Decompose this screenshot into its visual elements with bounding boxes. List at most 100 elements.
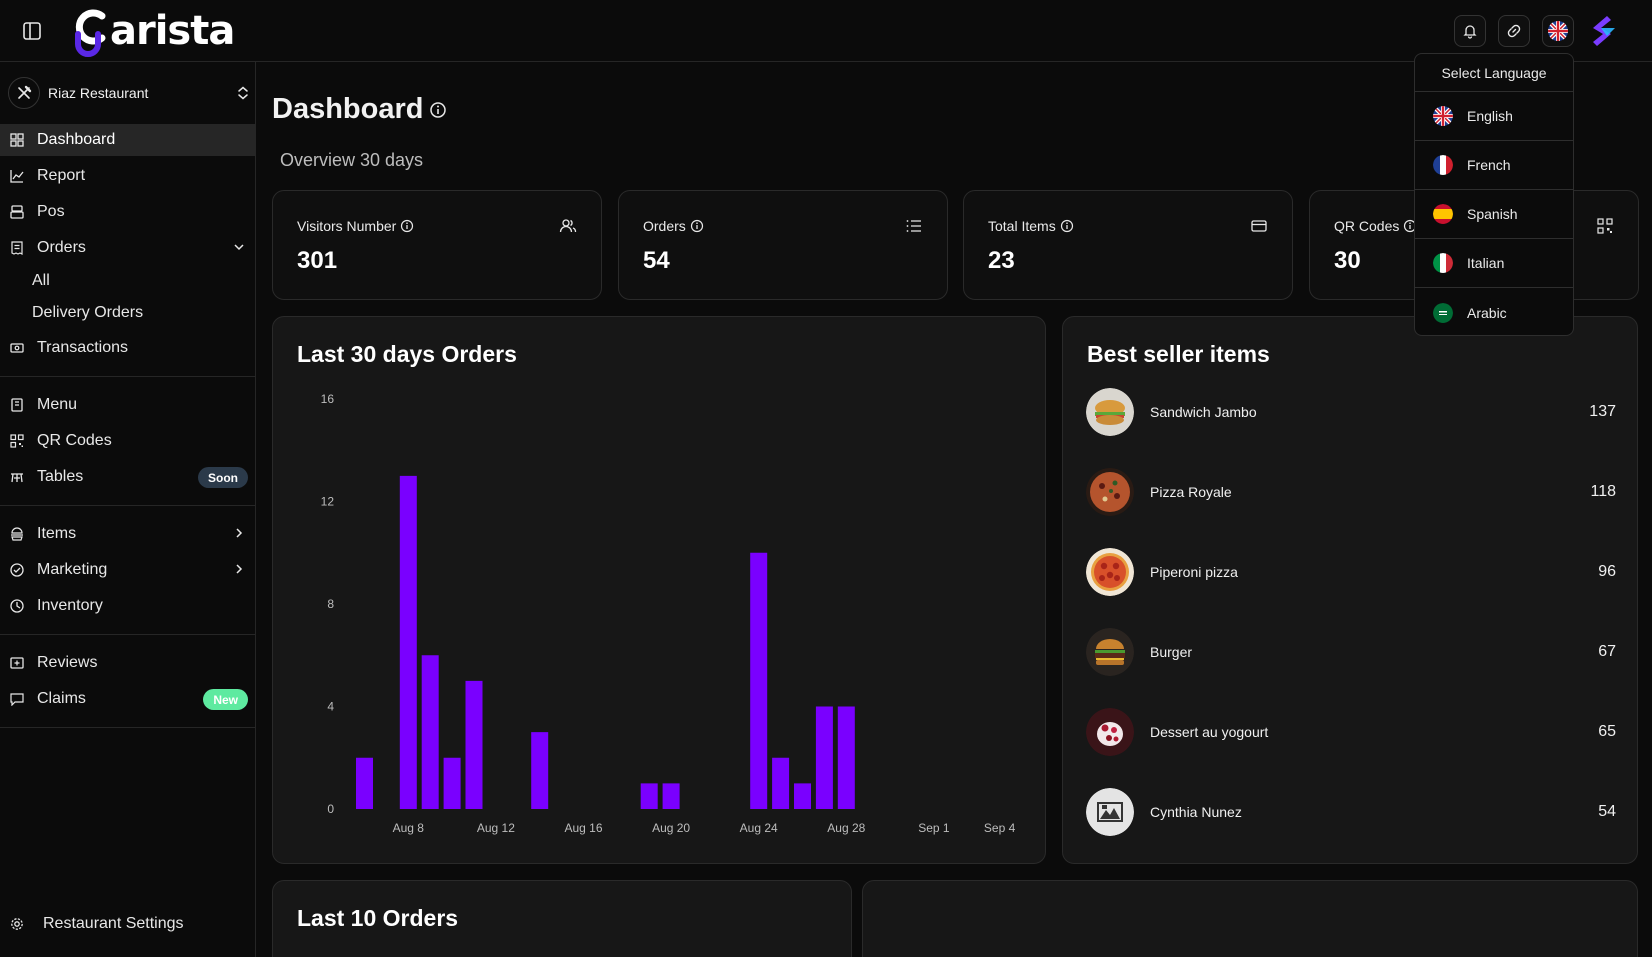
sidebar-toggle-icon[interactable] xyxy=(18,17,46,45)
bar-aug-10[interactable] xyxy=(443,757,461,809)
sidebar-item-inventory[interactable]: Inventory xyxy=(0,590,256,622)
uk-flag-icon xyxy=(1433,106,1453,126)
logo[interactable]: arista xyxy=(72,4,235,58)
list-item[interactable]: Piperoni pizza 96 xyxy=(1086,547,1616,597)
sidebar-item-label: Menu xyxy=(37,396,78,413)
sidebar-item-tables[interactable]: Tables Soon xyxy=(0,461,256,493)
language-option-french[interactable]: French xyxy=(1415,141,1573,190)
table-icon xyxy=(9,469,25,485)
chevron-right-icon[interactable] xyxy=(232,526,246,545)
list-item[interactable]: Cynthia Nunez 54 xyxy=(1086,787,1616,837)
sidebar-subitem-delivery-orders[interactable]: Delivery Orders xyxy=(32,304,144,321)
bar-aug-20[interactable] xyxy=(662,783,680,809)
y-tick-label: 8 xyxy=(327,597,334,611)
stat-label: Orders xyxy=(643,218,686,234)
chart-line-icon xyxy=(9,168,25,184)
language-label: English xyxy=(1467,108,1513,124)
utensils-icon xyxy=(8,77,40,109)
list-item[interactable]: Burger 67 xyxy=(1086,627,1616,677)
sidebar-item-label: Tables xyxy=(37,468,84,485)
new-badge: New xyxy=(203,689,248,710)
restaurant-name: Riaz Restaurant xyxy=(48,85,149,101)
sidebar-item-marketing[interactable]: Marketing xyxy=(0,554,256,586)
stat-value: 301 xyxy=(297,247,338,274)
list-item[interactable]: Dessert au yogourt 65 xyxy=(1086,707,1616,757)
restaurant-switcher[interactable]: Riaz Restaurant xyxy=(8,74,250,112)
bar-aug-26[interactable] xyxy=(794,783,811,809)
sidebar-item-items[interactable]: Items xyxy=(0,518,256,550)
chevron-updown-icon xyxy=(238,86,248,100)
sidebar-item-label: Marketing xyxy=(37,561,108,578)
info-icon[interactable] xyxy=(400,219,414,233)
brand-logo-icon xyxy=(1593,16,1615,46)
bar-aug-9[interactable] xyxy=(421,655,439,809)
language-dropdown: Select Language English French Spanish I… xyxy=(1414,53,1574,336)
language-button[interactable] xyxy=(1542,15,1574,47)
link-button[interactable] xyxy=(1498,15,1530,47)
stat-label: Visitors Number xyxy=(297,218,397,234)
gear-icon xyxy=(9,916,25,932)
language-option-english[interactable]: English xyxy=(1415,92,1573,141)
sidebar-item-menu[interactable]: Menu xyxy=(0,389,256,421)
best-seller-panel: Best seller items Sandwich Jambo 137 Piz… xyxy=(1062,316,1638,864)
best-seller-title: Best seller items xyxy=(1087,341,1270,367)
secondary-panel xyxy=(862,880,1638,957)
sidebar-item-label: Transactions xyxy=(37,339,128,356)
sidebar-item-transactions[interactable]: Transactions xyxy=(0,332,256,364)
stat-label: Total Items xyxy=(988,218,1056,234)
bar-aug-8[interactable] xyxy=(399,475,417,809)
list-item[interactable]: Pizza Royale 118 xyxy=(1086,467,1616,517)
sidebar-item-label: Reviews xyxy=(37,654,98,671)
sidebar-item-qr-codes[interactable]: QR Codes xyxy=(0,425,256,457)
language-option-spanish[interactable]: Spanish xyxy=(1415,190,1573,239)
sidebar-item-report[interactable]: Report xyxy=(0,160,256,192)
items-icon xyxy=(9,526,25,542)
sidebar-item-label: Pos xyxy=(37,203,65,220)
bar-aug-24[interactable] xyxy=(750,552,768,809)
list-item[interactable]: Sandwich Jambo 137 xyxy=(1086,387,1616,437)
language-option-arabic[interactable]: Arabic xyxy=(1415,288,1573,335)
bar-aug-25[interactable] xyxy=(772,757,790,809)
language-option-italian[interactable]: Italian xyxy=(1415,239,1573,288)
chevron-right-icon[interactable] xyxy=(232,562,246,581)
sidebar-divider xyxy=(0,634,256,635)
bar-aug-28[interactable] xyxy=(837,706,855,810)
italy-flag-icon xyxy=(1433,253,1453,273)
orders-bar-chart: 0 4 8 12 16 Aug 8 Aug 12 Aug 16 Aug 20 Aug 24 Aug … xyxy=(321,392,1016,835)
bar-aug-27[interactable] xyxy=(815,706,833,810)
bar-aug-14[interactable] xyxy=(531,732,549,809)
restaurant-settings-button[interactable]: Restaurant Settings xyxy=(9,911,184,937)
sidebar-item-label: QR Codes xyxy=(37,432,112,449)
settings-label: Restaurant Settings xyxy=(43,915,184,932)
chevron-down-icon[interactable] xyxy=(232,240,246,259)
info-icon[interactable] xyxy=(1060,219,1074,233)
language-label: French xyxy=(1467,157,1511,173)
x-tick-label: Aug 24 xyxy=(740,821,778,835)
user-avatar[interactable] xyxy=(1586,13,1622,49)
sidebar-item-orders[interactable]: Orders xyxy=(0,232,256,264)
stat-card-orders: Orders 54 xyxy=(618,190,948,300)
notification-button[interactable] xyxy=(1454,15,1486,47)
bar-aug-11[interactable] xyxy=(465,680,483,809)
bell-icon xyxy=(1463,25,1477,39)
sidebar-item-reviews[interactable]: Reviews xyxy=(0,647,256,679)
sidebar-item-dashboard[interactable]: Dashboard xyxy=(0,124,256,156)
sidebar-item-pos[interactable]: Pos xyxy=(0,196,256,228)
qr-icon xyxy=(9,433,25,449)
top-bar: arista xyxy=(0,0,1652,62)
info-icon[interactable] xyxy=(429,101,447,119)
sidebar-item-claims[interactable]: Claims New xyxy=(0,683,256,715)
item-name: Pizza Royale xyxy=(1150,484,1232,500)
stat-label: QR Codes xyxy=(1334,218,1400,234)
bar-aug-6[interactable] xyxy=(356,757,373,809)
language-label: Spanish xyxy=(1467,206,1518,222)
bar-aug-19[interactable] xyxy=(640,783,658,809)
x-tick-label: Aug 8 xyxy=(393,821,425,835)
y-tick-label: 12 xyxy=(321,495,335,509)
sidebar-subitem-all[interactable]: All xyxy=(32,272,50,289)
item-name: Piperoni pizza xyxy=(1150,564,1238,580)
qr-icon xyxy=(1597,218,1613,234)
stat-value: 54 xyxy=(643,247,670,274)
info-icon[interactable] xyxy=(690,219,704,233)
stat-value: 30 xyxy=(1334,247,1361,274)
